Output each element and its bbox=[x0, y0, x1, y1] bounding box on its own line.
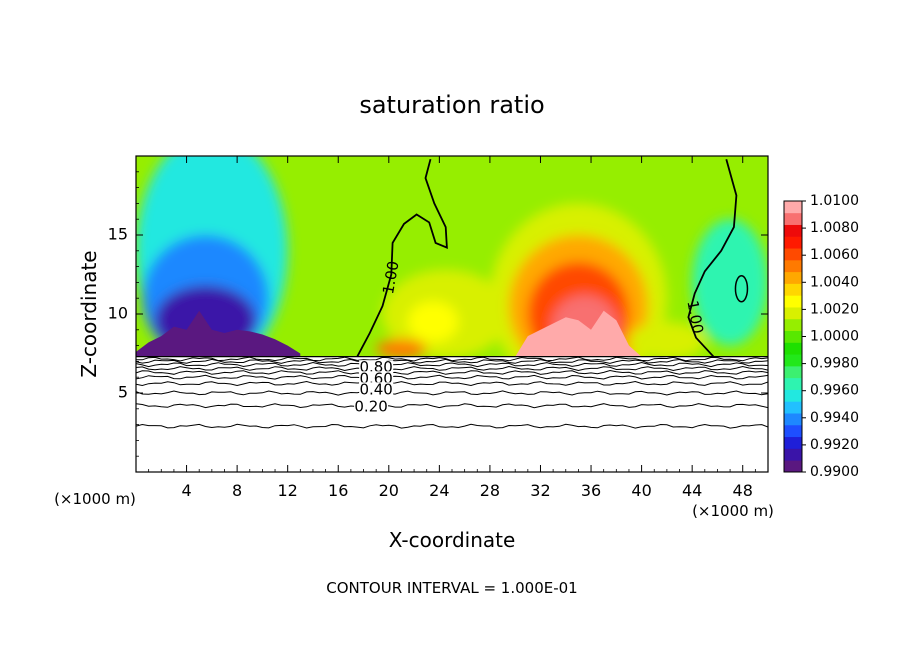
field-ridge-1 bbox=[515, 310, 642, 357]
x-unit-left: (×1000 m) bbox=[54, 490, 136, 508]
colorbar-swatch-0 bbox=[784, 460, 802, 473]
colorbar-swatch-22 bbox=[784, 201, 802, 214]
colorbar-swatch-4 bbox=[784, 413, 802, 426]
contour-one-line-1 bbox=[687, 158, 738, 358]
level-line-3 bbox=[136, 380, 768, 387]
colorbar-label-0: 1.0100 bbox=[810, 193, 859, 209]
contour-label-2: 0.40 bbox=[359, 380, 392, 398]
colorbar-label-10: 0.9900 bbox=[810, 464, 859, 480]
colorbar-label-9: 0.9920 bbox=[810, 437, 859, 453]
colorbar-label-7: 0.9960 bbox=[810, 383, 859, 399]
y-tick-label-5: 5 bbox=[118, 383, 128, 402]
level-line-9 bbox=[136, 356, 768, 362]
contour-lines bbox=[136, 158, 768, 429]
colorbar-swatch-2 bbox=[784, 436, 802, 449]
saturation-field bbox=[136, 156, 768, 472]
colorbar-swatch-3 bbox=[784, 424, 802, 438]
y-axis: 5 10 15 bbox=[108, 171, 768, 457]
chart-title: saturation ratio bbox=[359, 91, 544, 119]
y-tick-label-10: 10 bbox=[108, 304, 128, 323]
colorbar-label-8: 0.9940 bbox=[810, 410, 859, 426]
x-tick-label-28: 28 bbox=[480, 481, 500, 500]
level-line-7 bbox=[136, 361, 768, 368]
colorbar-swatch-16 bbox=[784, 271, 802, 284]
field-region-5 bbox=[407, 301, 459, 343]
colorbar-label-6: 0.9980 bbox=[810, 356, 859, 372]
contour-loop bbox=[734, 274, 749, 303]
contour-label-bg-2 bbox=[359, 382, 394, 398]
x-tick-label-16: 16 bbox=[328, 481, 348, 500]
contour-label-4: 1.00 bbox=[379, 260, 403, 296]
level-line-0 bbox=[136, 423, 768, 429]
contour-label-bg-3 bbox=[354, 399, 389, 415]
colorbar-swatch-7 bbox=[784, 377, 802, 390]
x-tick-label-8: 8 bbox=[232, 481, 242, 500]
colorbar: 1.0100 1.0080 1.0060 1.0040 1.0020 1.0000 0.99… bbox=[783, 193, 859, 480]
level-line-5 bbox=[136, 369, 768, 375]
colorbar-swatch-1 bbox=[784, 448, 802, 461]
x-unit-right: (×1000 m) bbox=[692, 502, 774, 520]
colorbar-label-5: 1.0000 bbox=[810, 329, 859, 345]
colorbar-label-1: 1.0080 bbox=[810, 220, 859, 236]
colorbar-swatch-6 bbox=[784, 389, 802, 402]
contour-label-5: 1.00 bbox=[683, 299, 707, 335]
field-region-11 bbox=[376, 339, 427, 359]
x-axis-label: X-coordinate bbox=[389, 528, 516, 552]
field-region-10 bbox=[628, 321, 705, 360]
field-ridge-0 bbox=[136, 310, 301, 357]
colorbar-swatch-15 bbox=[784, 283, 802, 296]
x-tick-label-32: 32 bbox=[530, 481, 550, 500]
colorbar-label-4: 1.0020 bbox=[810, 301, 859, 317]
colorbar-swatch-17 bbox=[784, 259, 802, 273]
colorbar-swatch-21 bbox=[784, 212, 802, 225]
level-line-6 bbox=[136, 365, 768, 372]
x-tick-label-4: 4 bbox=[181, 481, 191, 500]
colorbar-swatch-12 bbox=[784, 318, 802, 332]
x-tick-label-40: 40 bbox=[631, 481, 651, 500]
x-axis: 4 8 12 16 20 24 28 32 36 40 44 48 bbox=[148, 156, 756, 500]
field-region-3 bbox=[692, 219, 768, 346]
x-tick-label-44: 44 bbox=[682, 481, 702, 500]
x-tick-label-20: 20 bbox=[379, 481, 399, 500]
colorbar-swatch-9 bbox=[784, 354, 802, 367]
x-tick-label-24: 24 bbox=[429, 481, 449, 500]
y-tick-label-15: 15 bbox=[108, 225, 128, 244]
contour-interval-note: CONTOUR INTERVAL = 1.000E-01 bbox=[326, 579, 577, 597]
y-axis-label: Z-coordinate bbox=[77, 250, 101, 377]
contour-one-line-0 bbox=[356, 158, 448, 358]
colorbar-swatch-5 bbox=[784, 401, 802, 414]
colorbar-swatch-10 bbox=[784, 342, 802, 355]
level-line-1 bbox=[136, 403, 768, 409]
colorbar-swatch-19 bbox=[784, 236, 802, 249]
level-line-4 bbox=[136, 374, 768, 380]
x-tick-label-48: 48 bbox=[733, 481, 753, 500]
sub-surface-area bbox=[136, 356, 768, 472]
colorbar-swatch-11 bbox=[784, 330, 802, 343]
level-line-2 bbox=[136, 390, 768, 396]
contour-labels: 0.800.600.400.201.001.00 bbox=[354, 260, 707, 416]
colorbar-label-3: 1.0040 bbox=[810, 274, 859, 290]
x-tick-label-12: 12 bbox=[278, 481, 298, 500]
colorbar-label-2: 1.0060 bbox=[810, 247, 859, 263]
colorbar-swatch-13 bbox=[784, 307, 802, 320]
x-tick-label-36: 36 bbox=[581, 481, 601, 500]
colorbar-swatch-20 bbox=[784, 224, 802, 237]
colorbar-swatch-8 bbox=[784, 365, 802, 379]
contour-label-3: 0.20 bbox=[354, 398, 387, 416]
colorbar-swatch-18 bbox=[784, 248, 802, 261]
colorbar-swatch-14 bbox=[784, 295, 802, 308]
